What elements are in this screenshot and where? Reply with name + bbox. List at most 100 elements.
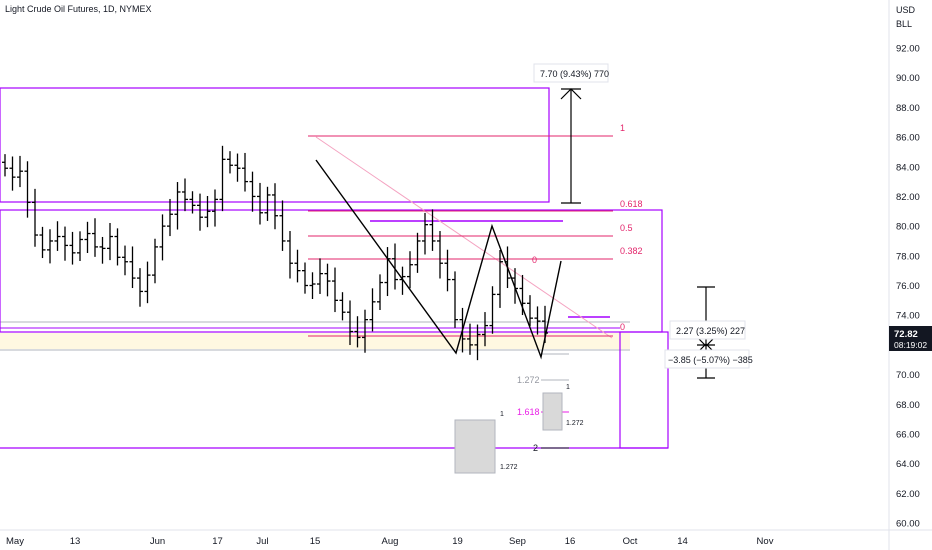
x-tick-label: Nov xyxy=(757,536,774,547)
ohlc-bar xyxy=(32,188,38,247)
measure-up-label: 2.27 (3.25%) 227 xyxy=(676,326,745,336)
x-tick-label: 16 xyxy=(565,536,576,547)
x-tick-label: 14 xyxy=(677,536,688,547)
ohlc-bar xyxy=(2,154,8,177)
ohlc-bar xyxy=(467,323,473,355)
ohlc-bar xyxy=(77,231,83,262)
ohlc-bar xyxy=(249,171,256,212)
ohlc-bar xyxy=(99,236,106,264)
ohlc-bar xyxy=(197,193,203,231)
ohlc-bar xyxy=(459,307,466,353)
ohlc-bar xyxy=(482,312,488,347)
ohlc-bar xyxy=(47,229,53,264)
ohlc-bar xyxy=(39,226,46,259)
ohlc-bar xyxy=(62,226,68,261)
fib-ext-label-2: 2 xyxy=(533,443,538,453)
ohlc-bar xyxy=(129,246,136,289)
ohlc-bar xyxy=(219,145,226,212)
y-tick-label: 88.00 xyxy=(896,103,920,114)
fib-mid-zero-label: 0 xyxy=(532,255,537,265)
fib-ext-label-1618: 1.618 xyxy=(517,407,540,417)
x-tick-label: Sep xyxy=(509,536,526,547)
ohlc-bar xyxy=(444,249,451,292)
ohlc-bar xyxy=(497,250,503,308)
ohlc-bar xyxy=(272,183,278,230)
gray-box-small xyxy=(542,392,563,431)
ohlc-bar xyxy=(309,272,316,300)
y-tick-label: 66.00 xyxy=(896,429,920,440)
ohlc-bar xyxy=(377,274,383,310)
ohlc-bar xyxy=(152,238,158,284)
measure-down-label-box xyxy=(664,349,750,369)
y-tick-label: 92.00 xyxy=(896,44,920,55)
currency-label[interactable]: USD xyxy=(896,5,916,15)
box-large-bottom-label: 1.272 xyxy=(500,464,518,471)
ohlc-bar xyxy=(84,221,91,253)
ohlc-bar xyxy=(144,261,151,304)
box-small-top-label: 1 xyxy=(566,384,570,391)
ohlc-bar xyxy=(302,262,308,294)
x-tick-label: May xyxy=(6,536,24,547)
fib-label-0: 0 xyxy=(620,322,625,332)
ohlc-bar xyxy=(174,182,181,230)
y-tick-label: 62.00 xyxy=(896,489,920,500)
ohlc-bar xyxy=(264,186,271,221)
ohlc-bar xyxy=(542,305,548,343)
ohlc-bar xyxy=(369,288,376,332)
x-tick-label: 13 xyxy=(70,536,81,547)
y-tick-label: 84.00 xyxy=(896,162,920,173)
ohlc-bar xyxy=(534,306,541,335)
time-axis[interactable]: May 13 Jun 17 Jul 15 Aug 19 Sep 16 Oct 14 Nov xyxy=(6,536,774,547)
ohlc-bar xyxy=(339,292,346,321)
ohlc-bar xyxy=(122,245,128,276)
ohlc-bar xyxy=(189,191,196,214)
price-axis[interactable]: 92.00 90.00 88.00 86.00 84.00 82.00 80.00 78.00… xyxy=(896,44,920,530)
ohlc-bar xyxy=(362,309,368,353)
fib-label-05: 0.5 xyxy=(620,223,633,233)
unit-label[interactable]: BLL xyxy=(896,19,912,29)
y-tick-label: 68.00 xyxy=(896,400,920,411)
x-tick-label: Jul xyxy=(256,536,268,547)
fib-label-0382: 0.382 xyxy=(620,246,643,256)
ohlc-bar xyxy=(422,212,428,255)
ohlc-bar xyxy=(429,209,436,251)
ohlc-bar xyxy=(354,316,361,348)
y-tick-label: 80.00 xyxy=(896,222,920,233)
measure-top-label-box xyxy=(533,63,609,83)
ohlc-bar xyxy=(489,286,496,334)
x-tick-label: 17 xyxy=(212,536,223,547)
y-tick-label: 86.00 xyxy=(896,133,920,144)
ohlc-bar xyxy=(69,231,76,265)
y-tick-label: 76.00 xyxy=(896,281,920,292)
measure-down-label: −3.85 (−5.07%) −385 xyxy=(668,355,753,365)
gray-box-large xyxy=(454,419,496,474)
last-price-value: 72.82 xyxy=(894,329,918,340)
ohlc-bar xyxy=(519,274,526,316)
fib-label-0618: 0.618 xyxy=(620,199,643,209)
ohlc-bar xyxy=(17,155,23,188)
ohlc-bar xyxy=(227,151,233,174)
chart-title: Light Crude Oil Futures, 1D, NYMEX xyxy=(5,4,152,14)
ohlc-bar xyxy=(407,251,413,289)
ohlc-bar xyxy=(92,218,98,257)
ohlc-bar xyxy=(287,231,293,279)
ohlc-bar xyxy=(399,266,406,295)
ohlc-bar xyxy=(474,324,481,361)
ohlc-bar xyxy=(452,271,458,328)
ohlc-bar xyxy=(242,152,248,192)
y-tick-label: 82.00 xyxy=(896,192,920,203)
ohlc-bar xyxy=(527,295,533,327)
ohlc-bar xyxy=(279,200,286,251)
ohlc-bar xyxy=(294,249,301,283)
ohlc-bar xyxy=(114,228,121,266)
fib-label-1: 1 xyxy=(620,123,625,133)
last-price-tag[interactable] xyxy=(889,326,932,351)
y-tick-label: 64.00 xyxy=(896,459,920,470)
ohlc-bar xyxy=(182,178,188,212)
fib-ext-label-1272: 1.272 xyxy=(517,375,540,385)
y-tick-label: 90.00 xyxy=(896,73,920,84)
y-tick-label: 74.00 xyxy=(896,311,920,322)
ohlc-bar xyxy=(257,182,263,225)
y-tick-label: 78.00 xyxy=(896,251,920,262)
